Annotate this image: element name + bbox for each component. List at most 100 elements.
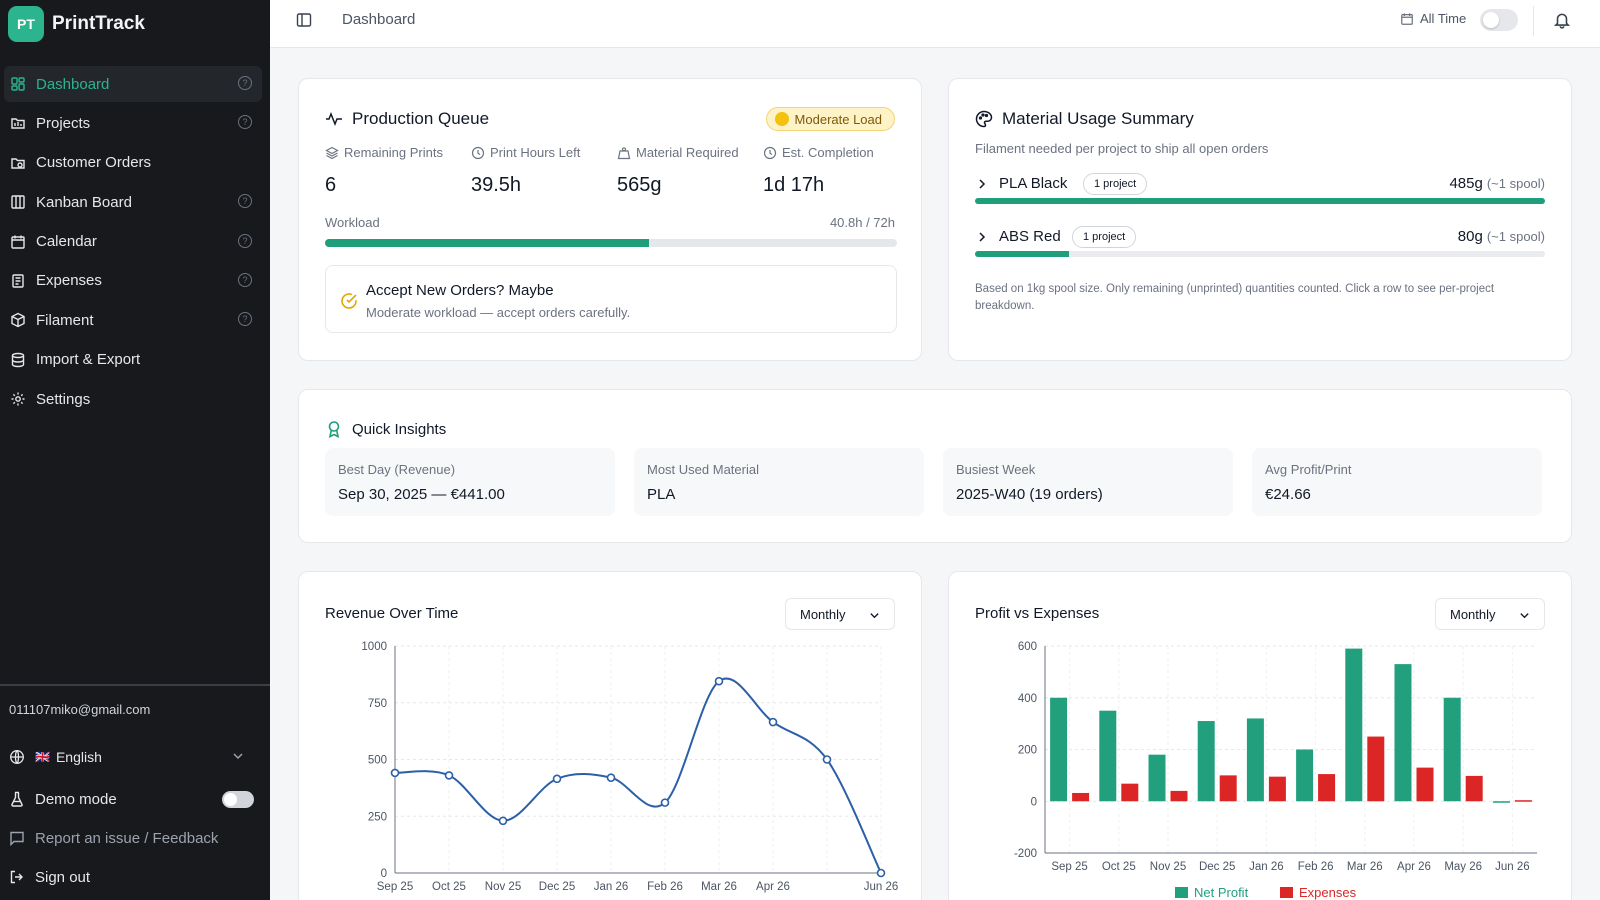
stat-label: Est. Completion: [782, 145, 874, 160]
language-select[interactable]: 🇬🇧 English: [9, 742, 254, 772]
y-tick-label: 200: [1018, 745, 1037, 757]
sidebar-item-dashboard[interactable]: Dashboard ?: [4, 66, 262, 102]
profit-period-select[interactable]: Monthly: [1435, 598, 1545, 630]
calendar-icon: [1401, 12, 1413, 25]
help-icon[interactable]: ?: [238, 312, 252, 327]
load-badge-label: Moderate Load: [794, 111, 882, 127]
material-spools: (~1 spool): [1486, 176, 1545, 191]
award-icon: [328, 421, 340, 438]
material-progress-fill: [975, 251, 1070, 257]
sidebar-item-projects[interactable]: Projects ?: [4, 105, 262, 141]
x-tick-label: Jan 26: [1249, 861, 1284, 873]
feedback-label: Report an issue / Feedback: [35, 829, 219, 847]
sidebar-item-settings[interactable]: Settings: [4, 381, 262, 417]
flag-icon: 🇬🇧: [35, 750, 50, 764]
sidebar-item-expenses[interactable]: Expenses ?: [4, 263, 262, 299]
material-row[interactable]: PLA Black 1 project 485g (~1 spool): [975, 173, 1545, 217]
net-profit-bar: [1394, 664, 1412, 802]
check-circle-icon: [341, 293, 357, 309]
data-point: [768, 717, 778, 727]
data-point: [390, 768, 400, 778]
legend-swatch: [1280, 887, 1293, 898]
data-point: [876, 868, 886, 878]
expenses-bar: [1465, 775, 1483, 802]
insight-label: Most Used Material: [647, 462, 759, 477]
y-tick-label: 250: [368, 811, 387, 823]
data-point: [552, 774, 562, 784]
sign-out-button[interactable]: Sign out: [9, 862, 254, 892]
sidebar-item-label: Calendar: [36, 233, 97, 251]
clock-icon: [471, 146, 485, 159]
expenses-bar: [1416, 767, 1434, 802]
x-tick-label: Jun 26: [1495, 861, 1530, 873]
brand[interactable]: PT PrintTrack: [0, 0, 270, 48]
sidebar-item-label: Settings: [36, 390, 91, 408]
stat-label: Material Required: [636, 145, 739, 160]
help-icon[interactable]: ?: [238, 194, 252, 209]
material-row[interactable]: ABS Red 1 project 80g (~1 spool): [975, 226, 1545, 270]
insight-label: Avg Profit/Print: [1265, 462, 1352, 477]
net-profit-bar: [1345, 648, 1363, 802]
clock-icon: [763, 146, 777, 159]
x-tick-label: Mar 26: [1347, 861, 1383, 873]
help-icon[interactable]: ?: [238, 76, 252, 90]
flask-icon: [9, 791, 25, 807]
net-profit-bar: [1246, 718, 1264, 802]
topbar: Dashboard All Time: [270, 0, 1600, 48]
help-icon[interactable]: ?: [238, 233, 252, 248]
sidebar-divider: [0, 684, 270, 686]
date-filter[interactable]: All Time: [1400, 11, 1466, 26]
date-range-toggle[interactable]: [1480, 9, 1518, 31]
sidebar-item-calendar[interactable]: Calendar ?: [4, 224, 262, 260]
chevron-down-icon: [1520, 613, 1529, 619]
profit-chart-card: Profit vs Expenses Monthly -200 0 200 400 60…: [948, 571, 1572, 900]
y-tick-label: 400: [1018, 693, 1037, 705]
stat-material-required: Material Required 565g: [617, 145, 762, 197]
select-value: Monthly: [800, 606, 846, 622]
sidebar-item-kanban-board[interactable]: Kanban Board ?: [4, 184, 262, 220]
weight-icon: [617, 146, 631, 159]
chevron-right-icon[interactable]: [975, 177, 989, 191]
sidebar-item-label: Filament: [36, 311, 94, 329]
card-title: Material Usage Summary: [975, 109, 1194, 129]
bell-icon[interactable]: [1553, 11, 1571, 29]
help-icon[interactable]: ?: [238, 272, 252, 287]
insight-avg-profit: Avg Profit/Print €24.66: [1252, 448, 1542, 516]
data-point: [822, 755, 832, 764]
net-profit-bar: [1443, 697, 1461, 802]
x-tick-label: Nov 25: [485, 881, 521, 893]
revenue-period-select[interactable]: Monthly: [785, 598, 895, 630]
select-value: Monthly: [1450, 606, 1496, 622]
demo-mode-label: Demo mode: [35, 790, 117, 808]
insight-value: PLA: [647, 486, 676, 503]
sidebar-item-filament[interactable]: Filament ?: [4, 302, 262, 338]
orders-icon: [10, 155, 26, 171]
sidebar-item-import-export[interactable]: Import & Export: [4, 342, 262, 378]
demo-mode-toggle[interactable]: [222, 791, 254, 808]
expenses-bar: [1121, 783, 1139, 802]
log-out-icon: [9, 869, 25, 885]
insight-value: 2025-W40 (19 orders): [956, 486, 1103, 503]
revenue-chart: 0 250 500 750 1000 Sep 25 Oct 25 Nov 25 Dec 25 Ja…: [361, 641, 899, 893]
x-tick-label: May 26: [1444, 861, 1482, 873]
language-label: English: [55, 749, 102, 765]
revenue-chart-card: Revenue Over Time Monthly 0 250 500 750 1000…: [298, 571, 922, 900]
quick-insights-title: Quick Insights: [352, 420, 447, 438]
accept-orders-subtitle: Moderate workload — accept orders carefu…: [366, 305, 631, 320]
project-count-badge: 1 project: [1072, 226, 1137, 248]
x-tick-label: Feb 26: [647, 881, 683, 893]
sidebar-item-customer-orders[interactable]: Customer Orders: [4, 145, 262, 181]
data-point: [498, 816, 508, 826]
sidebar-toggle-icon[interactable]: [296, 12, 312, 28]
net-profit-bar: [1492, 801, 1510, 803]
x-tick-label: Jun 26: [864, 881, 899, 893]
y-tick-label: 500: [368, 755, 387, 767]
x-tick-label: Feb 26: [1298, 861, 1334, 873]
help-icon[interactable]: ?: [238, 115, 252, 130]
chevron-right-icon[interactable]: [975, 230, 989, 244]
y-tick-label: 0: [381, 868, 387, 880]
breadcrumb[interactable]: Dashboard: [342, 11, 416, 28]
feedback-link[interactable]: Report an issue / Feedback: [9, 823, 254, 853]
expenses-bar: [1219, 775, 1237, 802]
production-queue-title: Production Queue: [352, 109, 490, 128]
